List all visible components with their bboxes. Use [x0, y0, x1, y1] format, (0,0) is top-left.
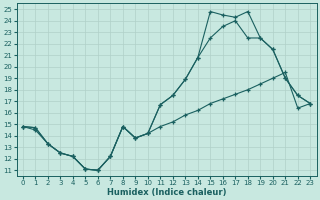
X-axis label: Humidex (Indice chaleur): Humidex (Indice chaleur) — [107, 188, 226, 197]
